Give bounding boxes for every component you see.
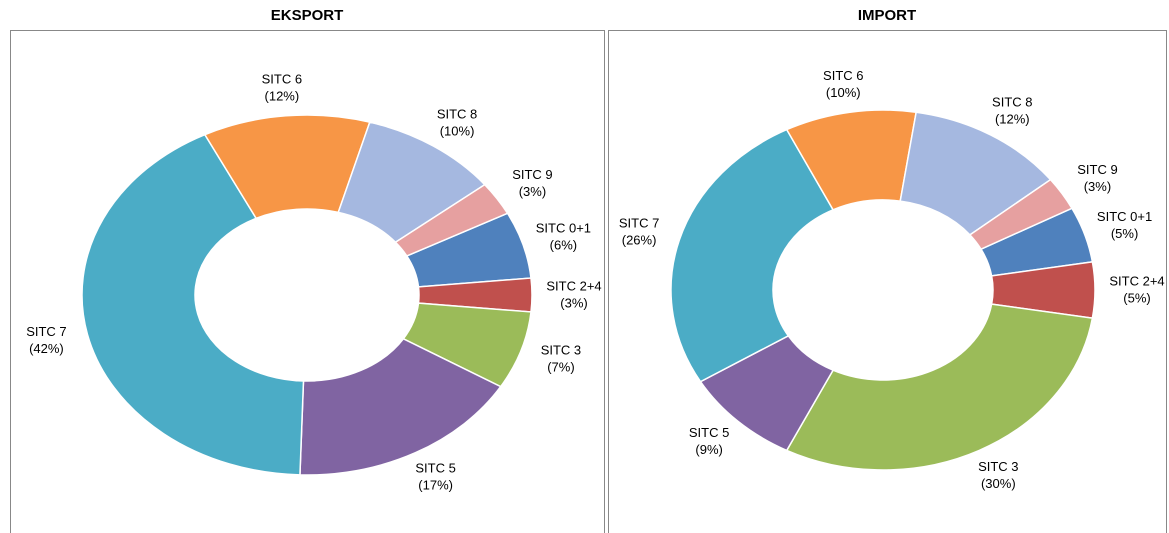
slice-label: SITC 3 [978, 459, 1018, 474]
slice-value-label: (12%) [995, 111, 1030, 126]
slice-label: SITC 6 [262, 71, 302, 86]
panel-border [608, 30, 1167, 533]
slice-label: SITC 3 [541, 343, 581, 358]
slice-label: SITC 2+4 [1109, 273, 1164, 288]
slice-value-label: (5%) [1123, 290, 1150, 305]
slice-value-label: (7%) [547, 360, 574, 375]
slice-value-label: (30%) [981, 476, 1016, 491]
slice-value-label: (26%) [622, 232, 657, 247]
slice-value-label: (42%) [29, 341, 64, 356]
slice-label: SITC 2+4 [546, 278, 601, 293]
slice-value-label: (17%) [418, 478, 453, 493]
donut-slice [394, 183, 509, 257]
slice-value-label: (3%) [1084, 179, 1111, 194]
slice-label: SITC 9 [512, 167, 552, 182]
donut-slice [299, 337, 502, 476]
slice-label: SITC 8 [437, 106, 477, 121]
slice-label: SITC 7 [26, 324, 66, 339]
slice-label: SITC 7 [619, 215, 659, 230]
panel-border [10, 30, 605, 533]
slice-label: SITC 8 [992, 94, 1032, 109]
slice-value-label: (10%) [826, 85, 861, 100]
slice-value-label: (9%) [695, 442, 722, 457]
slice-value-label: (3%) [519, 184, 546, 199]
slice-value-label: (6%) [550, 237, 577, 252]
slice-value-label: (3%) [560, 295, 587, 310]
slice-label: SITC 6 [823, 68, 863, 83]
slice-value-label: (10%) [440, 123, 475, 138]
slice-value-label: (12%) [265, 88, 300, 103]
chart-title: IMPORT [858, 7, 916, 24]
donut-slice [785, 303, 1094, 471]
donut-slice [670, 128, 835, 383]
chart-title: EKSPORT [271, 7, 344, 24]
slice-value-label: (5%) [1111, 226, 1138, 241]
slice-label: SITC 9 [1077, 162, 1117, 177]
slice-label: SITC 5 [689, 425, 729, 440]
slice-label: SITC 5 [415, 461, 455, 476]
donut-slice [968, 178, 1073, 251]
donut-slice [81, 133, 305, 476]
slice-label: SITC 0+1 [536, 220, 591, 235]
slice-label: SITC 0+1 [1097, 209, 1152, 224]
